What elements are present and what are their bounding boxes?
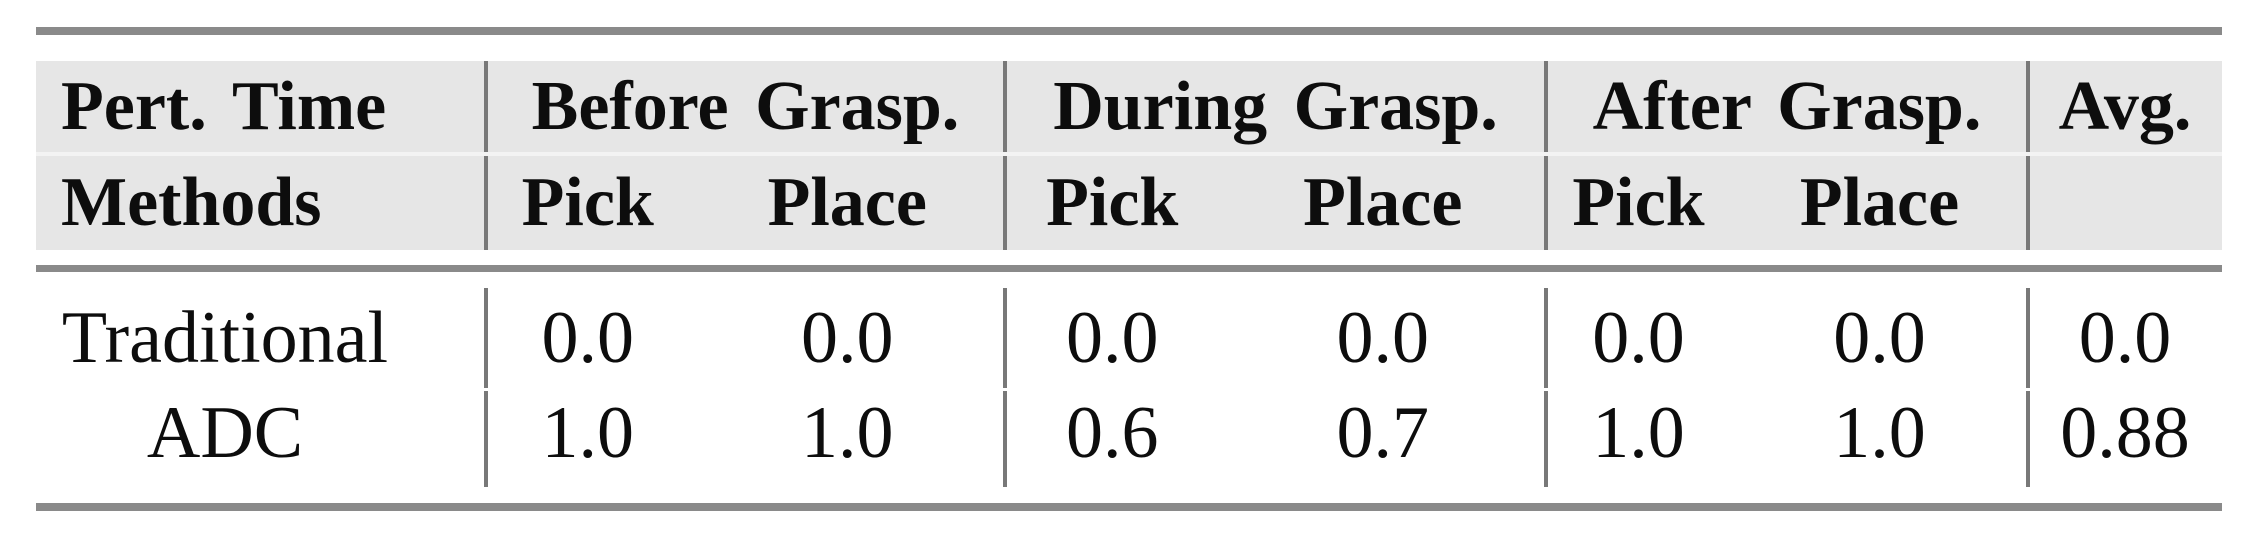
header-after-grasp: After Grasp. xyxy=(1592,68,1982,145)
method-label: Traditional xyxy=(61,297,389,379)
table-top-rule xyxy=(36,27,2222,35)
header-before-pick: Pick xyxy=(521,164,654,241)
column-separator xyxy=(484,288,488,487)
header-pert-time: Pert. Time xyxy=(61,68,387,145)
header-during-pick: Pick xyxy=(1046,164,1179,241)
table-mid-rule xyxy=(36,265,2222,272)
header-before-place: Place xyxy=(767,164,927,241)
column-separator xyxy=(2026,288,2030,487)
header-after-pick: Pick xyxy=(1572,164,1705,241)
value-after-place: 1.0 xyxy=(1833,392,1926,474)
results-table: Pert. Time Before Grasp. During Grasp. A… xyxy=(36,0,2222,542)
value-after-pick: 1.0 xyxy=(1592,392,1685,474)
body-row-seam xyxy=(36,388,2222,391)
value-during-pick: 0.0 xyxy=(1066,297,1159,379)
header-group-row: Pert. Time Before Grasp. During Grasp. A… xyxy=(36,61,2222,152)
value-avg: 0.0 xyxy=(2078,297,2172,379)
column-separator xyxy=(1003,288,1007,487)
value-before-place: 1.0 xyxy=(801,392,894,474)
value-before-pick: 0.0 xyxy=(541,297,635,379)
header-avg: Avg. xyxy=(2058,68,2192,145)
value-during-place: 0.7 xyxy=(1336,392,1430,474)
header-after-place: Place xyxy=(1799,164,1960,241)
header-before-grasp: Before Grasp. xyxy=(531,68,960,145)
value-avg: 0.88 xyxy=(2060,392,2190,474)
header-methods: Methods xyxy=(61,164,322,241)
table-row-adc: ADC 1.0 1.0 0.6 0.7 1.0 1.0 0.88 xyxy=(36,386,2222,480)
value-during-pick: 0.6 xyxy=(1066,392,1159,474)
header-subcolumn-row: Methods Pick Place Pick Place Pick Place xyxy=(36,156,2222,250)
value-after-place: 0.0 xyxy=(1833,297,1926,379)
value-before-place: 0.0 xyxy=(801,297,894,379)
header-during-grasp: During Grasp. xyxy=(1053,68,1498,145)
header-row-seam xyxy=(36,152,2222,156)
table-bottom-rule xyxy=(36,503,2222,511)
header-avg-empty xyxy=(2028,156,2222,250)
column-separator xyxy=(1544,288,1548,487)
table-row-traditional: Traditional 0.0 0.0 0.0 0.0 0.0 0.0 0.0 xyxy=(36,290,2222,386)
header-during-place: Place xyxy=(1303,164,1463,241)
value-after-pick: 0.0 xyxy=(1592,297,1685,379)
method-label: ADC xyxy=(146,392,304,474)
value-before-pick: 1.0 xyxy=(541,392,635,474)
value-during-place: 0.0 xyxy=(1336,297,1430,379)
